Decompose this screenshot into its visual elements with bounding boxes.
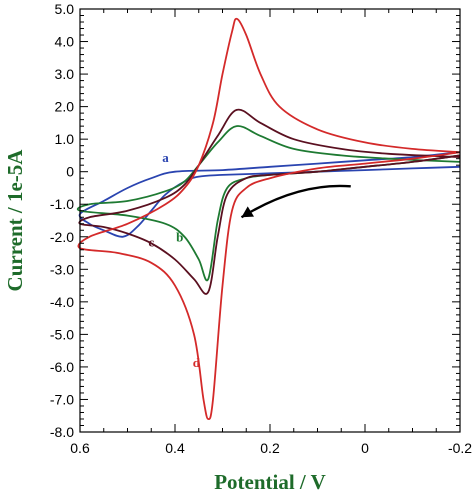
plot-lines xyxy=(76,17,461,420)
y-tick-label: -3.0 xyxy=(50,261,74,277)
y-tick-label: 0 xyxy=(66,164,74,180)
series-label-a: a xyxy=(162,150,169,165)
series-label-d: d xyxy=(193,355,201,370)
y-tick-label: -1.0 xyxy=(50,196,74,212)
y-tick-label: 3.0 xyxy=(55,66,75,82)
y-axis-title: Current / 1e-5A xyxy=(3,149,27,292)
x-tick-label: -0.2 xyxy=(448,440,472,456)
annotations xyxy=(240,184,351,219)
x-tick-label: 0.2 xyxy=(260,440,280,456)
x-tick-label: 0.6 xyxy=(70,440,90,456)
x-axis-title: Potential / V xyxy=(214,470,326,494)
y-tick-label: -6.0 xyxy=(50,359,74,375)
x-tick-label: 0 xyxy=(361,440,369,456)
sweep-arrow-line xyxy=(240,184,351,219)
series-label-c: c xyxy=(148,235,154,250)
y-tick-label: -8.0 xyxy=(50,424,74,440)
series-line-d xyxy=(77,17,461,420)
y-tick-label: 2.0 xyxy=(55,99,75,115)
y-tick-label: 5.0 xyxy=(55,1,75,17)
series-label-b: b xyxy=(176,230,183,245)
y-tick-label: -4.0 xyxy=(50,294,74,310)
y-tick-label: 1.0 xyxy=(55,131,75,147)
y-tick-label: -5.0 xyxy=(50,326,74,342)
y-tick-label: -2.0 xyxy=(50,229,74,245)
y-tick-label: -7.0 xyxy=(50,391,74,407)
x-tick-label: 0.4 xyxy=(165,440,185,456)
axis-ticks xyxy=(79,8,461,433)
series-labels: a b c d xyxy=(148,150,200,370)
series-line-a xyxy=(78,151,461,238)
tick-labels: 0.6 0.4 0.2 0 -0.2 5.0 4.0 3.0 2.0 1.0 0 -1.0 -2.0 -3… xyxy=(50,1,472,456)
y-tick-label: 4.0 xyxy=(55,34,75,50)
series-line-c xyxy=(78,108,461,295)
sweep-arrow-head xyxy=(241,206,255,218)
